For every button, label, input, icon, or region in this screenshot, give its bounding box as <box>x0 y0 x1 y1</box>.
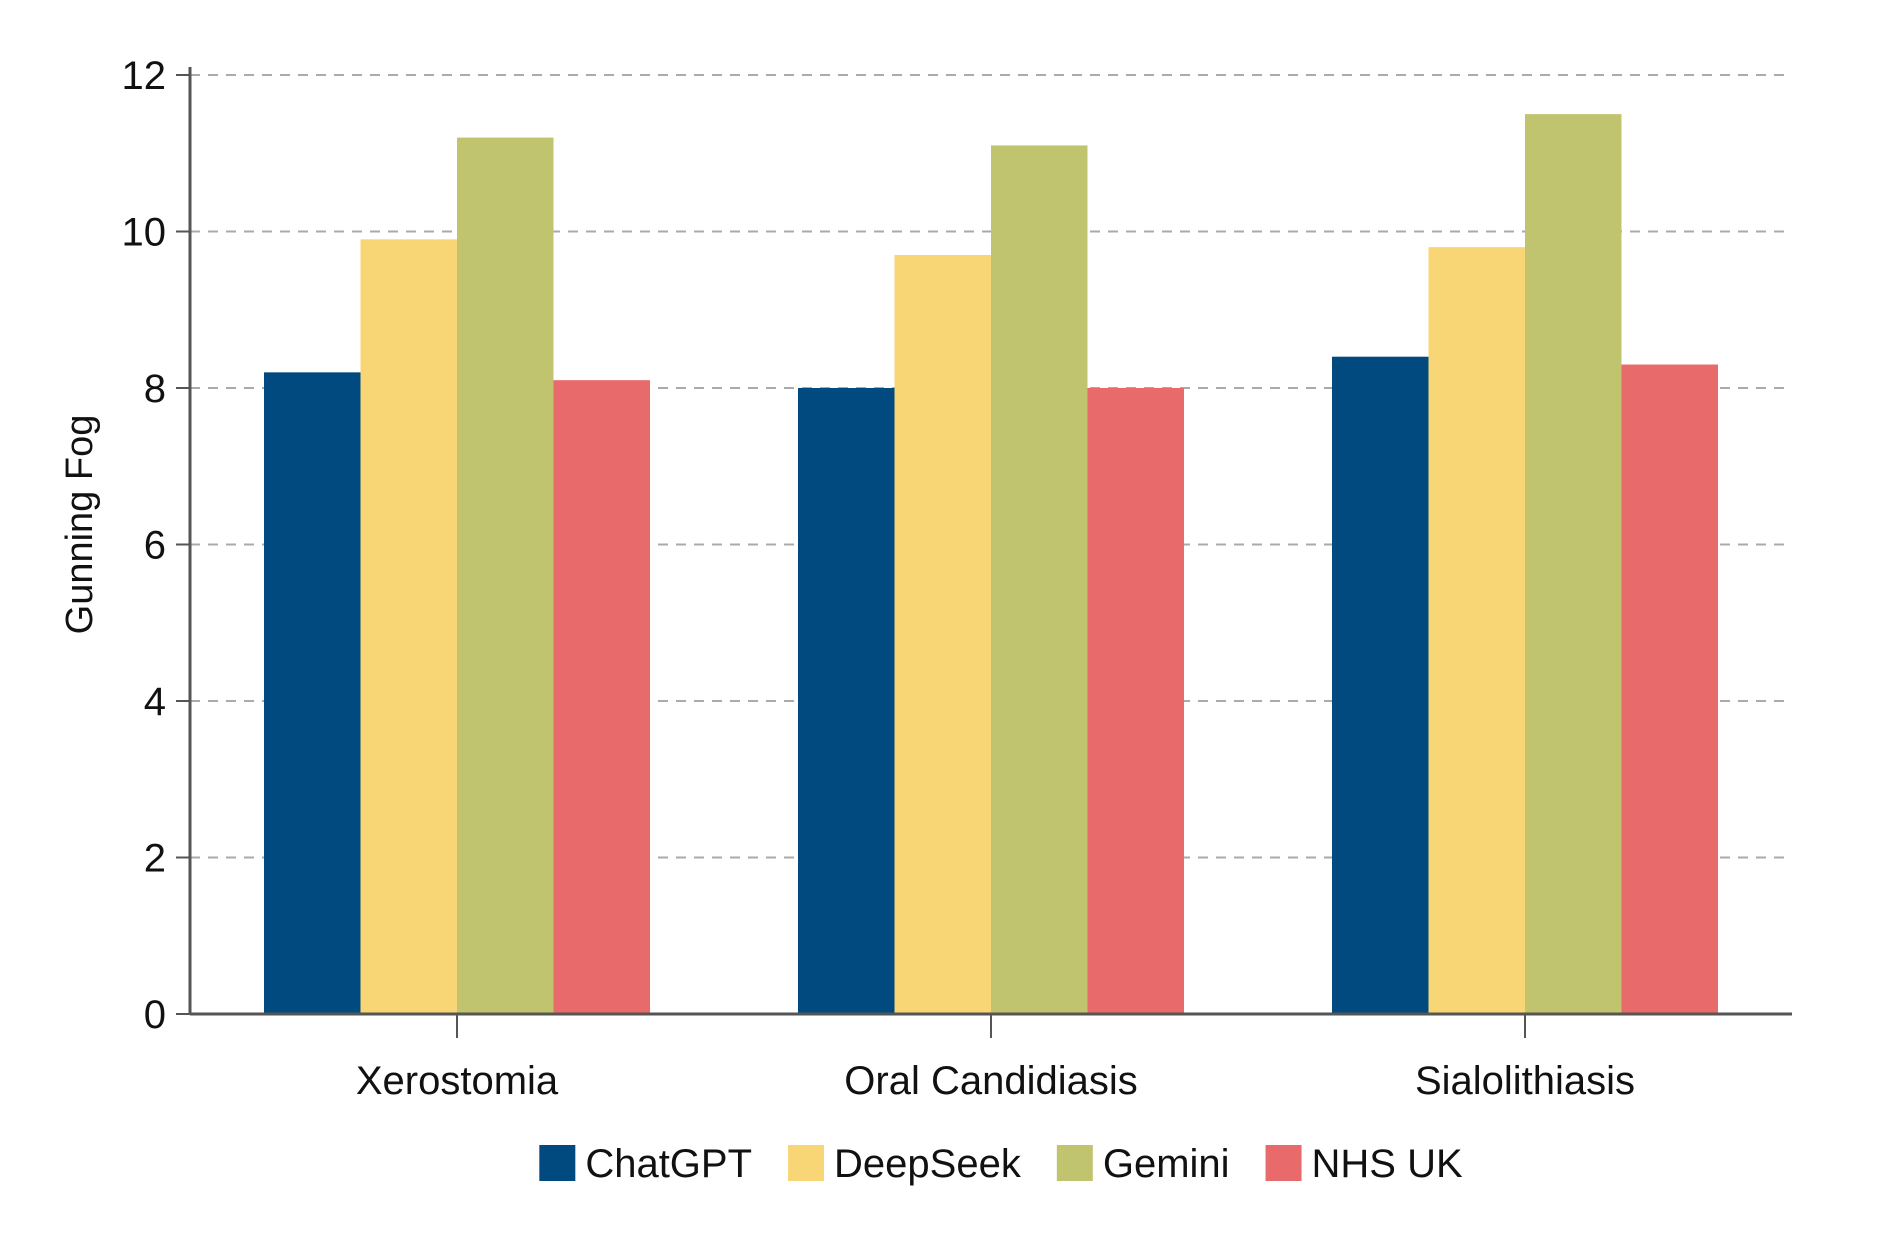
x-category-label: Oral Candidiasis <box>844 1059 1137 1103</box>
bar-chatgpt-oral-candidiasis <box>798 388 895 1014</box>
y-tick-label: 8 <box>144 367 166 411</box>
y-tick-label: 12 <box>122 54 167 98</box>
legend-item-deepseek: DeepSeek <box>788 1142 1022 1186</box>
y-ticks: 0 2 4 6 8 10 12 <box>122 54 190 1037</box>
y-tick-label: 2 <box>144 837 166 881</box>
bar-nhs-uk-oral-candidiasis <box>1087 388 1184 1014</box>
bar-nhs-uk-sialolithiasis <box>1621 364 1718 1014</box>
y-axis-title: Gunning Fog <box>59 415 101 635</box>
bar-chatgpt-xerostomia <box>264 372 361 1015</box>
legend-label: DeepSeek <box>834 1142 1022 1186</box>
legend-item-chatgpt: ChatGPT <box>539 1142 752 1186</box>
bar-gemini-sialolithiasis <box>1525 114 1622 1014</box>
legend-swatch <box>788 1145 825 1181</box>
bar-deepseek-oral-candidiasis <box>894 254 991 1015</box>
bar-chatgpt-sialolithiasis <box>1332 356 1429 1014</box>
legend-item-gemini: Gemini <box>1056 1142 1230 1186</box>
legend: ChatGPT DeepSeek Gemini NHS UK <box>539 1142 1463 1186</box>
x-category-label: Xerostomia <box>356 1059 559 1103</box>
bar-deepseek-sialolithiasis <box>1428 247 1525 1014</box>
bar-gemini-oral-candidiasis <box>991 145 1088 1015</box>
legend-swatch <box>539 1145 576 1181</box>
legend-swatch <box>1056 1145 1093 1181</box>
y-tick-label: 0 <box>144 993 166 1037</box>
legend-label: Gemini <box>1103 1142 1230 1186</box>
legend-label: ChatGPT <box>585 1142 752 1186</box>
bar-nhs-uk-xerostomia <box>553 380 650 1014</box>
y-tick-label: 6 <box>144 524 166 568</box>
bar-gemini-xerostomia <box>457 137 554 1015</box>
legend-item-nhs-uk: NHS UK <box>1265 1142 1463 1186</box>
y-tick-label: 4 <box>144 680 166 724</box>
x-category-label: Sialolithiasis <box>1415 1059 1635 1103</box>
x-ticks: Xerostomia Oral Candidiasis Sialolithiasis <box>356 1014 1635 1103</box>
legend-swatch <box>1265 1145 1302 1181</box>
y-tick-label: 10 <box>122 211 167 255</box>
bars <box>264 114 1718 1015</box>
legend-label: NHS UK <box>1312 1142 1463 1186</box>
bar-deepseek-xerostomia <box>360 239 457 1014</box>
